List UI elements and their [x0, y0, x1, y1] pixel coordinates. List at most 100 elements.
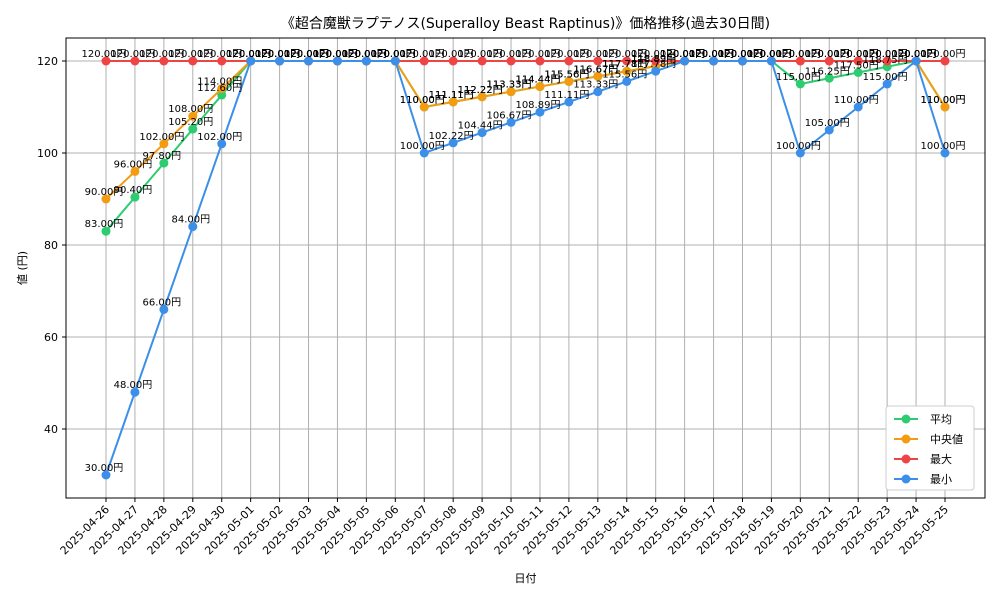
data-label: 120.00円 — [689, 49, 734, 60]
data-label: 120.00円 — [458, 49, 503, 60]
data-point — [506, 56, 516, 66]
data-point — [882, 56, 892, 66]
data-label: 115.00円 — [776, 72, 821, 83]
data-point — [448, 138, 458, 148]
data-label: 120.00円 — [342, 49, 387, 60]
data-label: 114.00円 — [197, 77, 242, 88]
data-label: 120.00円 — [255, 49, 300, 60]
data-point — [217, 84, 227, 94]
data-point — [159, 139, 169, 149]
data-point — [506, 117, 516, 127]
data-point — [853, 68, 863, 77]
data-point — [101, 194, 111, 204]
data-label: 120.00円 — [313, 49, 358, 60]
data-point — [217, 90, 227, 100]
data-label: 120.00円 — [544, 49, 589, 60]
data-label: 120.00円 — [892, 49, 937, 60]
data-label: 104.44円 — [458, 121, 503, 132]
data-label: 120.00円 — [139, 49, 184, 60]
legend-label: 最大 — [930, 452, 952, 466]
data-point — [737, 56, 747, 66]
data-label: 120.00円 — [284, 49, 329, 60]
data-label: 117.50円 — [834, 61, 879, 72]
data-label: 120.00円 — [573, 49, 618, 60]
data-label: 120.00円 — [834, 49, 879, 60]
data-label: 115.56円 — [544, 69, 589, 80]
data-label: 120.00円 — [718, 49, 763, 60]
data-label: 120.00円 — [313, 49, 358, 60]
data-point — [564, 56, 574, 66]
y-tick-label: 40 — [44, 423, 58, 436]
data-point — [535, 56, 545, 66]
data-label: 83.00円 — [85, 219, 124, 230]
data-label: 120.00円 — [718, 49, 763, 60]
data-label: 120.00円 — [602, 49, 647, 60]
data-label: 102.00円 — [139, 132, 184, 143]
data-point — [217, 56, 227, 66]
plot-frame — [65, 37, 986, 499]
data-label: 114.44円 — [515, 75, 560, 86]
data-point — [332, 56, 342, 66]
data-point — [853, 56, 863, 66]
data-label: 120.00円 — [689, 49, 734, 60]
data-point — [622, 66, 632, 76]
data-label: 120.00円 — [631, 49, 676, 60]
data-label: 120.00円 — [197, 49, 242, 60]
data-label: 120.00円 — [255, 49, 300, 60]
data-label: 108.00円 — [168, 104, 213, 115]
data-label: 120.00円 — [921, 49, 966, 60]
data-label: 112.60円 — [197, 83, 242, 94]
data-label: 120.00円 — [313, 49, 358, 60]
data-point — [101, 56, 111, 66]
data-label: 120.00円 — [226, 49, 271, 60]
data-label: 120.00円 — [284, 49, 329, 60]
data-point — [940, 56, 950, 66]
data-label: 115.56円 — [544, 69, 589, 80]
data-point — [506, 87, 516, 97]
data-point — [188, 56, 198, 66]
data-label: 120.00円 — [892, 49, 937, 60]
data-label: 112.22円 — [458, 85, 503, 96]
data-point — [419, 56, 429, 66]
data-label: 110.00円 — [400, 95, 445, 106]
data-label: 120.00円 — [863, 49, 908, 60]
legend-label: 最小 — [930, 473, 952, 486]
data-label: 110.00円 — [921, 95, 966, 106]
data-point — [593, 71, 603, 81]
data-point — [535, 82, 545, 92]
legend-label: 中央値 — [930, 433, 963, 446]
data-point — [448, 56, 458, 66]
data-label: 113.33円 — [487, 80, 532, 91]
data-label: 120.00円 — [892, 49, 937, 60]
data-point — [188, 222, 198, 232]
data-label: 120.00円 — [342, 49, 387, 60]
data-label: 120.00円 — [226, 49, 271, 60]
data-label: 120.00円 — [834, 49, 879, 60]
data-label: 120.00円 — [515, 49, 560, 60]
data-label: 102.00円 — [197, 132, 242, 143]
data-point — [101, 226, 111, 236]
data-labels-2: 120.00円120.00円120.00円120.00円120.00円120.0… — [82, 49, 966, 60]
data-label: 120.00円 — [718, 49, 763, 60]
data-label: 120.00円 — [660, 49, 705, 60]
data-label: 120.00円 — [892, 49, 937, 60]
legend-marker — [901, 414, 911, 424]
data-point — [477, 56, 487, 66]
data-label: 117.78円 — [602, 59, 647, 70]
data-label: 120.00円 — [168, 49, 213, 60]
data-point — [593, 87, 603, 97]
data-point — [651, 56, 661, 66]
data-label: 30.00円 — [85, 463, 124, 474]
data-label: 48.00円 — [114, 380, 153, 391]
data-label: 120.00円 — [660, 49, 705, 60]
data-label: 120.00円 — [747, 49, 792, 60]
data-label: 118.89円 — [631, 54, 676, 65]
data-point — [564, 97, 574, 107]
data-point — [766, 56, 776, 66]
data-point — [709, 56, 719, 66]
data-point — [448, 97, 458, 107]
data-point — [159, 56, 169, 66]
data-point — [159, 304, 169, 314]
data-label: 118.89円 — [631, 54, 676, 65]
